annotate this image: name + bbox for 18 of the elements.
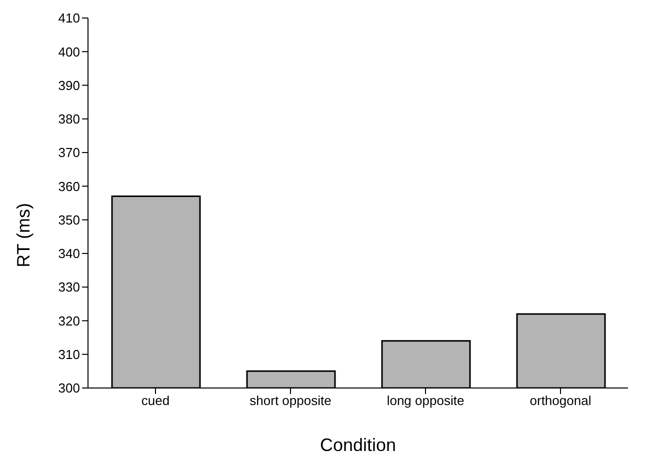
- y-tick-label: 310: [58, 346, 80, 362]
- y-tick-label: 400: [58, 44, 80, 60]
- y-tick-label: 350: [58, 212, 80, 228]
- y-tick-label: 370: [58, 145, 80, 160]
- x-tick-label: short opposite: [250, 393, 332, 408]
- y-tick-label: 390: [58, 78, 80, 93]
- x-tick-label: orthogonal: [530, 393, 592, 408]
- y-tick-label: 320: [58, 313, 80, 328]
- y-axis-title: RT (ms): [13, 203, 34, 268]
- y-tick-label: 300: [58, 380, 80, 396]
- y-tick-label: 340: [58, 246, 80, 262]
- x-axis-title: Condition: [320, 434, 396, 455]
- x-tick-label: cued: [141, 393, 170, 408]
- x-tick-label: long opposite: [386, 393, 464, 408]
- y-tick-label: 380: [58, 112, 80, 127]
- y-tick-label: 360: [58, 178, 80, 194]
- y-tick-label: 330: [58, 280, 80, 295]
- y-tick-label: 410: [58, 10, 80, 26]
